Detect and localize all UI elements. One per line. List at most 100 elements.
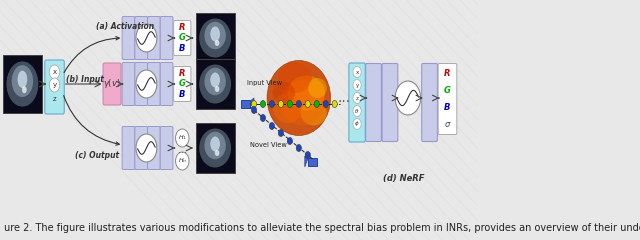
Text: ...: ... (337, 91, 350, 105)
Ellipse shape (211, 26, 220, 42)
Text: (a) Activation: (a) Activation (95, 22, 154, 30)
Text: (c) Output: (c) Output (75, 150, 119, 160)
Circle shape (353, 66, 361, 78)
Text: z: z (52, 96, 56, 102)
Circle shape (175, 152, 189, 170)
Circle shape (314, 101, 319, 108)
Text: z: z (356, 96, 358, 101)
Circle shape (49, 65, 60, 79)
Circle shape (323, 101, 328, 108)
Ellipse shape (215, 86, 220, 92)
FancyBboxPatch shape (160, 126, 173, 169)
Ellipse shape (199, 18, 231, 58)
Circle shape (296, 101, 301, 108)
Ellipse shape (215, 150, 220, 156)
Circle shape (287, 101, 292, 108)
Ellipse shape (301, 101, 327, 126)
Text: B: B (444, 103, 451, 112)
Circle shape (260, 114, 266, 121)
Bar (196, 13, 235, 63)
FancyBboxPatch shape (45, 60, 64, 114)
Text: $H_n$: $H_n$ (178, 156, 187, 165)
Text: R: R (179, 69, 186, 78)
Ellipse shape (308, 78, 327, 98)
Text: G: G (179, 34, 186, 42)
Ellipse shape (273, 82, 295, 104)
Circle shape (353, 92, 361, 103)
Ellipse shape (17, 71, 28, 88)
Bar (196, 123, 235, 173)
Circle shape (136, 70, 157, 98)
Bar (308, 158, 317, 166)
Text: ure 2. The figure illustrates various modifications to alleviate the spectral bi: ure 2. The figure illustrates various mo… (4, 223, 640, 233)
FancyBboxPatch shape (135, 126, 148, 169)
Circle shape (136, 24, 157, 52)
Ellipse shape (22, 86, 27, 93)
Ellipse shape (6, 61, 38, 107)
Text: Novel View: Novel View (250, 142, 287, 148)
FancyBboxPatch shape (122, 126, 135, 169)
Circle shape (305, 101, 310, 108)
Ellipse shape (204, 68, 226, 95)
Circle shape (332, 101, 337, 108)
Text: G: G (179, 79, 186, 89)
FancyBboxPatch shape (173, 20, 191, 55)
Ellipse shape (211, 137, 220, 151)
Ellipse shape (12, 65, 33, 97)
Ellipse shape (215, 40, 220, 46)
Text: $\theta$: $\theta$ (355, 107, 360, 115)
Text: (b) Input: (b) Input (66, 74, 104, 84)
Circle shape (278, 101, 284, 108)
Ellipse shape (278, 63, 312, 93)
FancyBboxPatch shape (122, 17, 135, 60)
FancyBboxPatch shape (422, 64, 437, 142)
Text: y: y (52, 82, 56, 88)
Ellipse shape (199, 128, 231, 168)
Circle shape (175, 129, 189, 147)
FancyBboxPatch shape (103, 63, 121, 105)
Ellipse shape (204, 132, 226, 159)
FancyArrowPatch shape (64, 36, 119, 72)
Circle shape (296, 144, 301, 151)
Circle shape (353, 119, 361, 130)
Polygon shape (250, 98, 254, 110)
Ellipse shape (273, 93, 303, 123)
Text: B: B (179, 44, 186, 53)
Polygon shape (305, 156, 308, 167)
Circle shape (353, 106, 361, 116)
FancyBboxPatch shape (349, 63, 365, 142)
Circle shape (395, 81, 420, 115)
Text: B: B (179, 90, 186, 99)
Circle shape (269, 122, 275, 130)
FancyBboxPatch shape (135, 62, 148, 106)
Ellipse shape (211, 72, 220, 88)
Circle shape (49, 78, 60, 92)
FancyBboxPatch shape (173, 66, 191, 102)
Circle shape (252, 107, 257, 114)
Text: (d) NeRF: (d) NeRF (383, 174, 424, 182)
Text: Input View: Input View (246, 80, 282, 86)
FancyBboxPatch shape (148, 62, 160, 106)
FancyBboxPatch shape (438, 64, 457, 134)
Ellipse shape (287, 76, 325, 110)
FancyBboxPatch shape (160, 62, 173, 106)
Circle shape (305, 151, 310, 158)
Circle shape (260, 101, 266, 108)
FancyArrowPatch shape (63, 96, 119, 145)
Circle shape (269, 101, 275, 108)
Circle shape (252, 101, 257, 108)
Text: ...: ... (178, 145, 187, 155)
Circle shape (278, 130, 284, 137)
Text: y: y (355, 83, 358, 88)
Bar (3, 55, 42, 113)
Ellipse shape (280, 80, 325, 126)
Circle shape (136, 134, 157, 162)
Bar (241, 100, 250, 108)
FancyBboxPatch shape (122, 62, 135, 106)
Bar (196, 59, 235, 109)
Text: $\sigma$: $\sigma$ (444, 120, 451, 129)
Text: x: x (355, 70, 358, 74)
FancyBboxPatch shape (148, 17, 160, 60)
Text: R: R (444, 69, 451, 78)
FancyBboxPatch shape (382, 64, 398, 142)
